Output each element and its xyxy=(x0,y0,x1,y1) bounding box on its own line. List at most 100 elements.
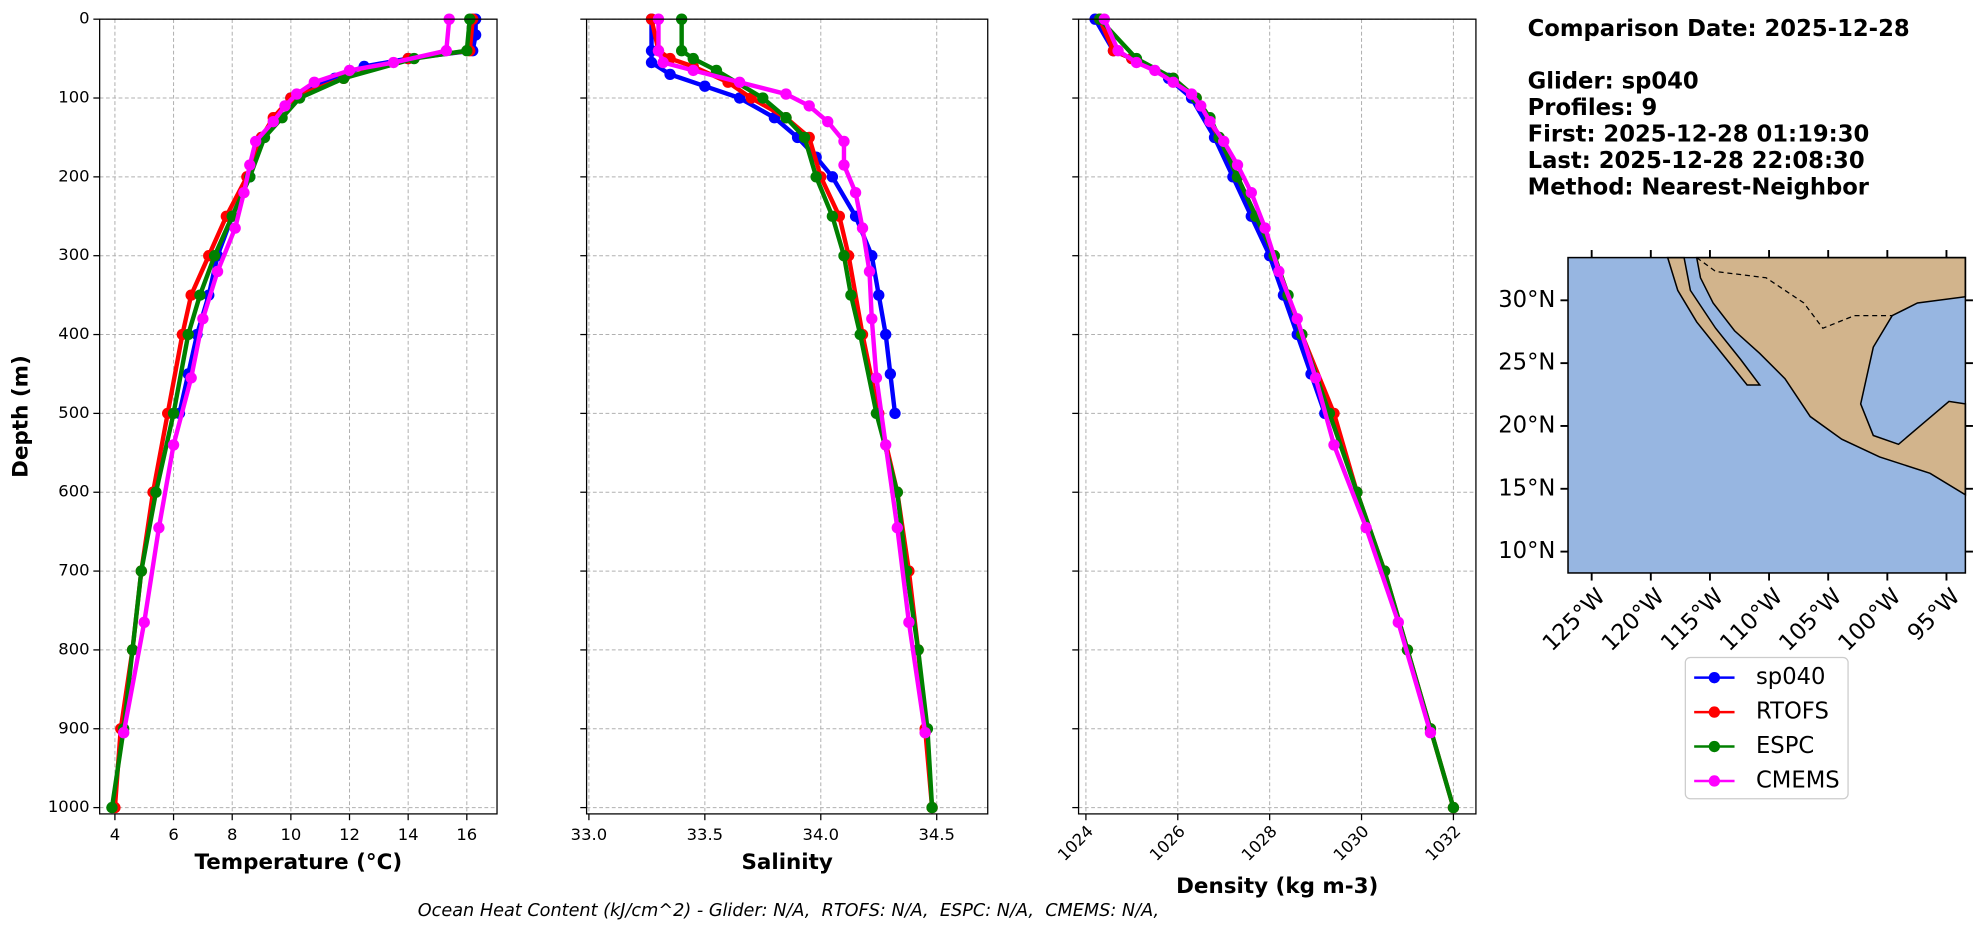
profile-marker xyxy=(699,80,711,92)
profile-marker xyxy=(866,313,878,325)
y-tick-label: 800 xyxy=(58,639,89,658)
profile-marker xyxy=(150,486,162,498)
y-tick-label: 600 xyxy=(58,482,89,501)
profile-marker xyxy=(167,439,180,451)
profile-marker xyxy=(229,222,241,234)
x-axis-label: Salinity xyxy=(741,850,832,875)
profile-marker xyxy=(308,76,320,88)
x-tick-label: 1024 xyxy=(1054,822,1097,865)
profile-marker xyxy=(279,100,291,112)
legend-box xyxy=(1684,656,1849,800)
profile-marker xyxy=(687,52,699,65)
profile-marker xyxy=(880,328,892,341)
profile-marker xyxy=(822,115,834,128)
profile-marker xyxy=(863,265,876,278)
y-tick-label: 25°N xyxy=(1498,350,1555,376)
profile-marker xyxy=(856,222,869,234)
profile-marker xyxy=(291,88,303,100)
info-line: First: 2025-12-28 01:19:30 xyxy=(1528,122,1870,148)
legend-marker xyxy=(1708,706,1721,718)
profile-marker xyxy=(919,727,931,739)
profile-marker xyxy=(884,368,897,380)
legend-marker xyxy=(1708,775,1721,787)
y-tick-label: 700 xyxy=(58,561,89,580)
profile-marker xyxy=(826,171,839,183)
x-tick-label: 120°W xyxy=(1597,584,1670,657)
profile-marker xyxy=(870,372,883,384)
profile-marker xyxy=(238,186,250,199)
x-tick-label: 1030 xyxy=(1330,822,1373,865)
profile-marker xyxy=(891,522,903,534)
profile-marker xyxy=(1360,522,1372,534)
profile-marker xyxy=(880,439,892,451)
profile-marker xyxy=(652,45,665,57)
map xyxy=(1567,256,1967,574)
profile-marker xyxy=(733,76,746,88)
profile-marker xyxy=(849,186,862,199)
x-tick-label: 16 xyxy=(456,825,477,844)
profile-marker xyxy=(135,565,147,577)
legend-label: sp040 xyxy=(1756,664,1826,690)
profile-marker xyxy=(1195,100,1207,112)
profile-marker xyxy=(1245,186,1257,199)
profile-marker xyxy=(153,522,165,534)
profile-marker xyxy=(873,289,885,301)
profile-marker xyxy=(1291,313,1303,325)
profile-marker xyxy=(182,328,194,341)
profile-marker xyxy=(343,64,356,77)
y-tick-label: 200 xyxy=(58,166,89,185)
x-tick-label: 34.0 xyxy=(803,825,839,844)
y-tick-label: 10°N xyxy=(1498,538,1555,564)
profile-line xyxy=(1102,18,1433,734)
x-tick-label: 8 xyxy=(227,825,237,844)
legend-label: ESPC xyxy=(1756,733,1814,759)
profile-marker xyxy=(1204,115,1216,128)
profile-marker xyxy=(1273,265,1285,278)
map-frame xyxy=(1567,256,1967,574)
x-tick-label: 10 xyxy=(280,825,301,844)
x-tick-label: 115°W xyxy=(1656,584,1729,657)
profile-marker xyxy=(645,56,658,69)
profile-marker xyxy=(138,616,150,628)
plot-frame xyxy=(1077,18,1477,815)
x-tick-label: 6 xyxy=(168,825,178,844)
x-tick-label: 100°W xyxy=(1833,584,1906,657)
x-tick-label: 125°W xyxy=(1538,584,1611,657)
profile-marker xyxy=(1309,372,1322,384)
profile-marker xyxy=(780,88,792,100)
y-tick-label: 900 xyxy=(58,718,89,737)
y-tick-label: 500 xyxy=(58,403,89,422)
y-tick-label: 1000 xyxy=(48,797,90,816)
profile-marker xyxy=(1185,88,1198,100)
x-tick-label: 1028 xyxy=(1238,822,1281,865)
profile-marker xyxy=(1149,64,1161,77)
profile-marker xyxy=(757,92,769,104)
x-axis-label: Temperature (°C) xyxy=(194,850,402,875)
profile-marker xyxy=(838,250,850,262)
x-tick-label: 105°W xyxy=(1774,584,1847,657)
profile-marker xyxy=(267,115,279,128)
profile-marker xyxy=(926,801,938,814)
profile-marker xyxy=(889,407,901,420)
profile-marker xyxy=(1130,56,1143,69)
y-axis-label: Depth (m) xyxy=(8,355,33,478)
profile-marker xyxy=(838,135,850,148)
x-tick-label: 12 xyxy=(339,825,360,844)
legend-label: CMEMS xyxy=(1756,767,1840,793)
x-tick-label: 1032 xyxy=(1422,822,1465,865)
profile-marker xyxy=(675,45,688,57)
profile-marker xyxy=(1424,727,1437,739)
x-tick-label: 34.5 xyxy=(918,825,954,844)
y-tick-label: 30°N xyxy=(1498,287,1555,313)
profile-marker xyxy=(106,801,118,814)
y-tick-label: 15°N xyxy=(1498,475,1555,501)
x-tick-label: 14 xyxy=(398,825,419,844)
profile-marker xyxy=(387,56,400,69)
profile-marker xyxy=(211,265,224,278)
profile-marker xyxy=(461,45,473,57)
info-line: Glider: sp040 xyxy=(1528,69,1699,95)
profile-marker xyxy=(1112,45,1124,57)
profile-marker xyxy=(664,68,676,81)
profile-marker xyxy=(845,289,857,301)
